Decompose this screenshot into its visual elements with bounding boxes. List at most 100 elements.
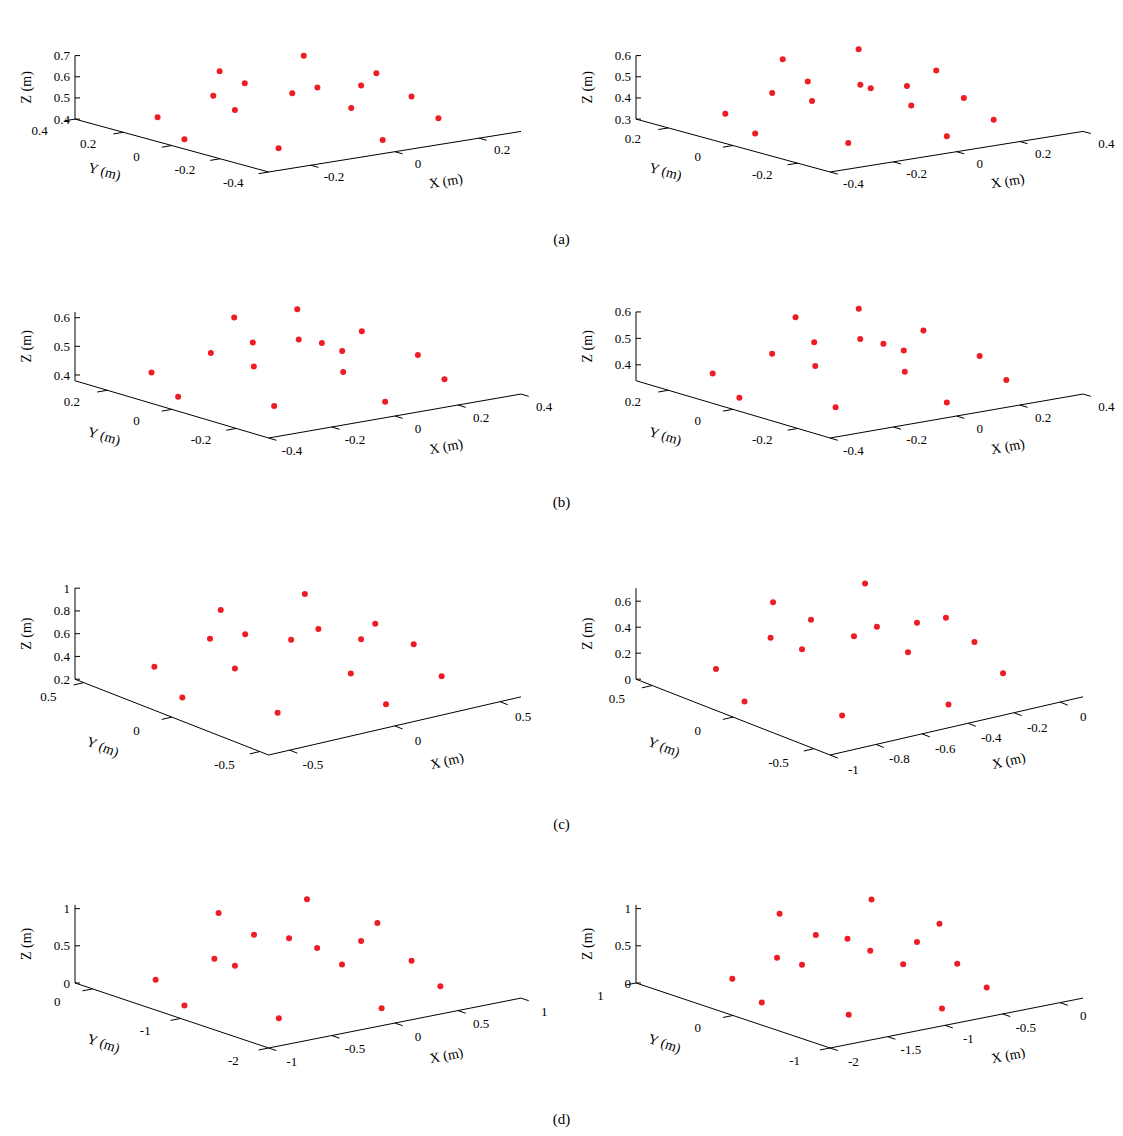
y-axis-title: Y (m) xyxy=(645,734,682,761)
y-tick-label: -0.5 xyxy=(214,757,235,772)
point xyxy=(851,633,857,639)
y-tick xyxy=(210,159,220,161)
x-tick-label: -0.2 xyxy=(906,432,927,447)
z-tick-label: 0.5 xyxy=(54,938,70,953)
panel: -1-0.8-0.6-0.4-0.20-0.500.500.20.40.6X (… xyxy=(580,581,1087,777)
point-cloud xyxy=(149,306,448,409)
z-tick-label: 0.6 xyxy=(615,304,632,319)
x-tick-label: -0.4 xyxy=(282,443,303,458)
y-tick xyxy=(658,128,668,130)
y-tick-label: -1 xyxy=(140,1023,151,1038)
z-tick xyxy=(636,97,641,98)
z-axis-title: Z (m) xyxy=(19,617,35,650)
x-axis-line xyxy=(830,998,1083,1048)
z-tick-label: 0.6 xyxy=(615,48,632,63)
point xyxy=(437,983,443,989)
x-tick-label: -0.6 xyxy=(935,741,956,756)
z-tick xyxy=(75,317,80,318)
point xyxy=(769,90,775,96)
z-tick-label: 0.5 xyxy=(54,339,70,354)
z-tick xyxy=(636,311,641,312)
y-tick-label: 0.5 xyxy=(40,689,56,704)
point xyxy=(812,363,818,369)
y-tick-label: -2 xyxy=(228,1053,239,1068)
panel: -0.4-0.200.20.4-0.200.20.40.50.6X (m)Y (… xyxy=(19,306,553,458)
point xyxy=(729,976,735,982)
point xyxy=(348,105,354,111)
y-tick-label: 1 xyxy=(597,988,604,1003)
z-tick xyxy=(75,588,80,589)
y-tick-label: -0.2 xyxy=(175,162,196,177)
point xyxy=(339,961,345,967)
point xyxy=(869,896,875,902)
panel: -0.4-0.200.20.4-0.200.20.30.40.50.6X (m)… xyxy=(580,46,1115,192)
z-tick xyxy=(75,633,80,634)
point xyxy=(409,958,415,964)
point xyxy=(856,46,862,52)
x-tick-label: -1 xyxy=(286,1054,297,1069)
y-tick-label: 0 xyxy=(133,413,140,428)
y-tick xyxy=(162,717,172,719)
x-tick-label: 0 xyxy=(1080,709,1087,724)
point xyxy=(155,114,161,120)
y-tick xyxy=(162,409,172,411)
point xyxy=(759,999,765,1005)
point xyxy=(777,911,783,917)
point xyxy=(867,948,873,954)
x-tick xyxy=(269,1048,277,1051)
x-tick xyxy=(311,165,319,167)
x-tick-label: -0.2 xyxy=(906,166,927,181)
point xyxy=(839,713,845,719)
panel: -2-1.5-1-0.50-10100.51X (m)Y (m)Z (m) xyxy=(580,896,1087,1068)
z-tick xyxy=(75,346,80,347)
x-axis-line xyxy=(830,697,1083,755)
point xyxy=(844,936,850,942)
z-tick xyxy=(75,982,80,983)
y-tick-label: 0 xyxy=(694,1020,701,1035)
y-tick-label: 0.4 xyxy=(32,123,49,138)
z-tick-label: 1 xyxy=(625,901,632,916)
point xyxy=(971,639,977,645)
point xyxy=(813,932,819,938)
z-axis-title: Z (m) xyxy=(580,71,596,104)
point xyxy=(991,117,997,123)
y-tick-label: 0.2 xyxy=(80,136,96,151)
point xyxy=(286,935,292,941)
point xyxy=(902,369,908,375)
point xyxy=(289,90,295,96)
x-tick-label: 0.4 xyxy=(1098,136,1115,151)
y-axis-title: Y (m) xyxy=(646,1031,683,1057)
point-cloud xyxy=(722,46,996,146)
y-tick-label: -0.4 xyxy=(223,175,244,190)
z-tick-label: 0.4 xyxy=(54,368,71,383)
z-tick xyxy=(75,119,80,120)
z-tick xyxy=(636,653,641,654)
point xyxy=(288,637,294,643)
point xyxy=(348,670,354,676)
point xyxy=(151,664,157,670)
point xyxy=(770,599,776,605)
x-tick-label: 0.4 xyxy=(536,399,553,414)
point xyxy=(231,314,237,320)
point xyxy=(977,353,983,359)
x-tick xyxy=(458,1011,466,1014)
x-tick xyxy=(968,723,976,726)
x-tick-label: -0.4 xyxy=(981,730,1002,745)
z-tick-label: 0.7 xyxy=(54,48,71,63)
point xyxy=(768,635,774,641)
point xyxy=(251,932,257,938)
x-tick xyxy=(521,394,529,396)
y-axis-title: Y (m) xyxy=(86,424,123,449)
point xyxy=(179,695,185,701)
point xyxy=(856,306,862,312)
y-tick xyxy=(259,172,269,174)
point xyxy=(736,395,742,401)
point xyxy=(379,1005,385,1011)
x-tick xyxy=(1003,1014,1011,1017)
x-axis-line xyxy=(830,394,1083,438)
x-tick xyxy=(1014,713,1022,716)
y-tick-label: -1 xyxy=(789,1053,800,1068)
point xyxy=(383,701,389,707)
x-tick-label: 0.2 xyxy=(494,142,510,157)
z-axis-title: Z (m) xyxy=(19,927,35,960)
